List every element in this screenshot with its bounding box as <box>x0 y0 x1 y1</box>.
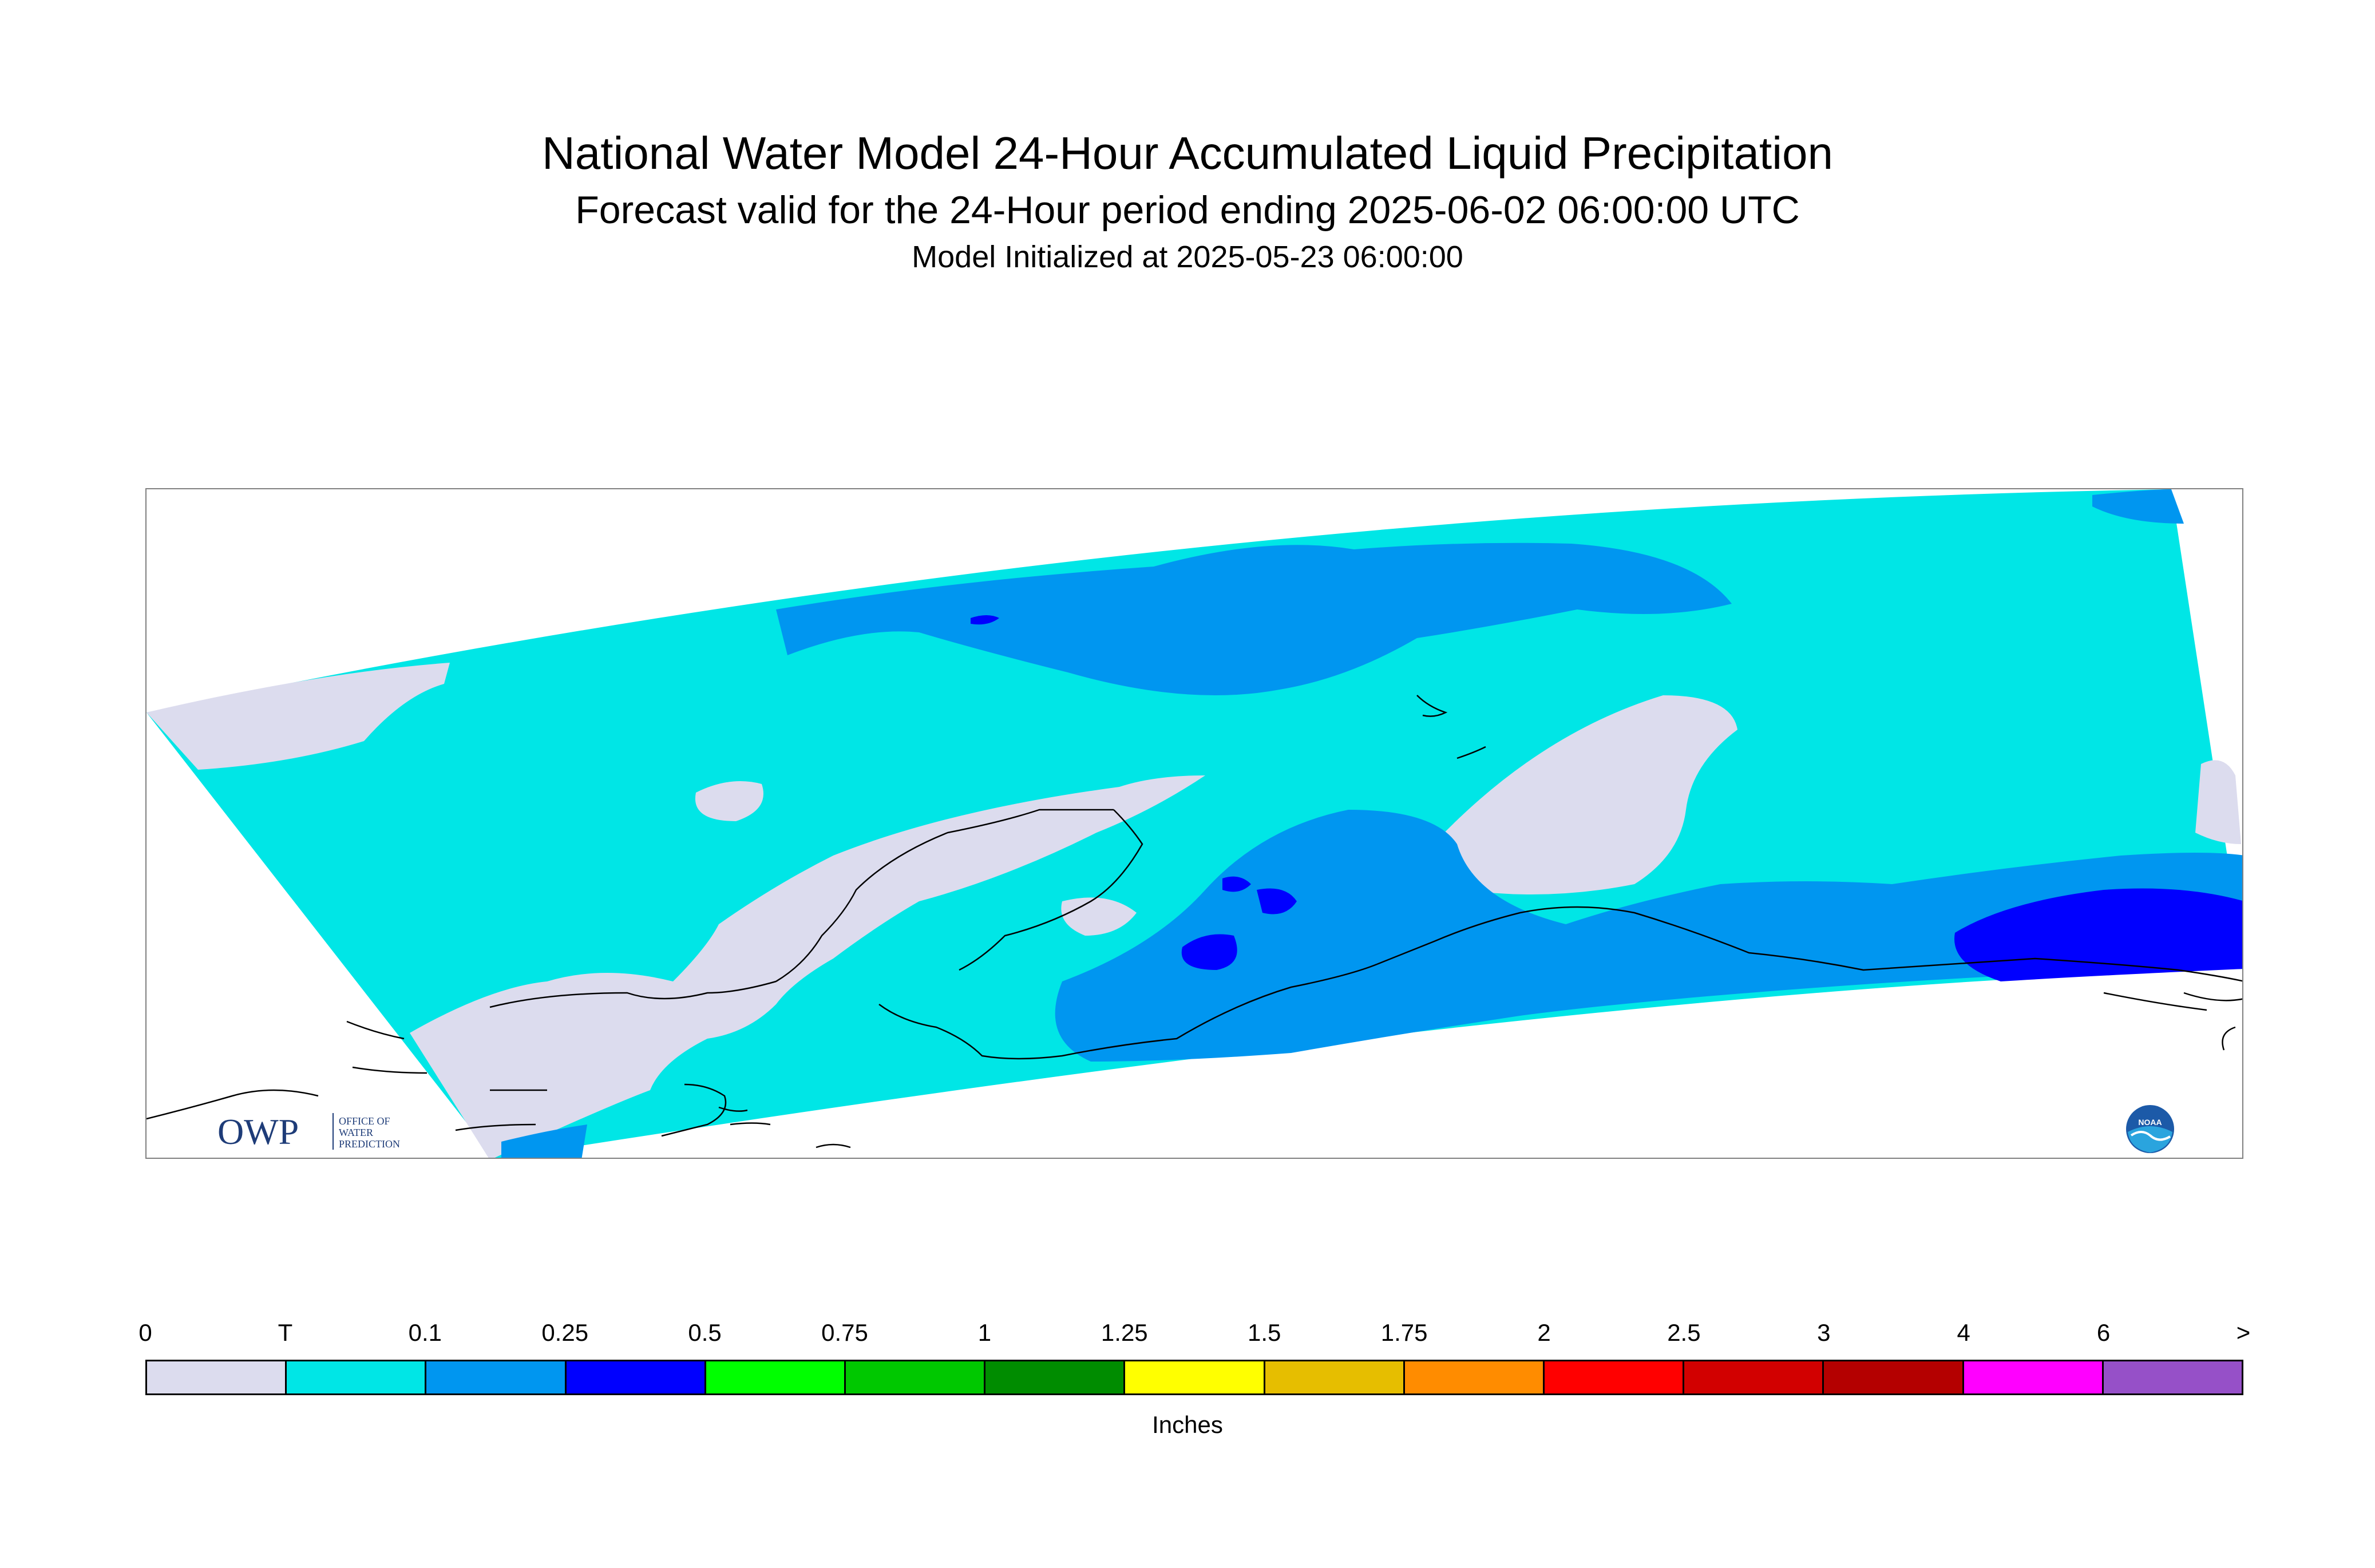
model-init-line: Model Initialized at 2025-05-23 06:00:00 <box>912 240 1463 274</box>
legend-swatch <box>1265 1361 1405 1393</box>
noaa-logo-mark: NOAA <box>2138 1118 2162 1127</box>
legend-swatch <box>706 1361 846 1393</box>
legend-tick-label: T <box>278 1319 293 1346</box>
legend-tick-label: > <box>2236 1319 2251 1346</box>
legend-swatch <box>846 1361 986 1393</box>
precip-region-0-1 <box>1055 810 2242 1062</box>
legend-labels: 0 T 0.1 0.25 0.5 0.75 1 1.25 1.5 1.75 2 2.5 3 4 6 > <box>0 1319 2375 1353</box>
legend-units: Inches <box>1152 1411 1223 1438</box>
precip-region-0-25 <box>971 615 999 625</box>
legend-tick-label: 2 <box>1537 1319 1551 1346</box>
legend-swatch <box>147 1361 287 1393</box>
legend-tick-label: 3 <box>1817 1319 1831 1346</box>
legend-colorbar <box>145 1360 2243 1395</box>
legend-tick-label: 0.25 <box>541 1319 589 1346</box>
precip-region-0-1 <box>2092 489 2184 524</box>
legend-swatch <box>426 1361 567 1393</box>
map-subtitle: Forecast valid for the 24-Hour period en… <box>575 188 1800 232</box>
owp-logo: OWP OFFICE OF WATER PREDICTION <box>217 1111 400 1152</box>
legend-swatch <box>1545 1361 1685 1393</box>
legend-swatch <box>1404 1361 1545 1393</box>
coastlines <box>147 695 2242 1149</box>
legend-tick-label: 1 <box>977 1319 992 1346</box>
precip-region-0-1 <box>776 543 1732 695</box>
legend-swatch <box>566 1361 706 1393</box>
precip-region-zero <box>1423 695 1737 894</box>
legend-swatch <box>1964 1361 2104 1393</box>
legend-swatch <box>287 1361 427 1393</box>
legend-swatch <box>1684 1361 1824 1393</box>
legend-tick-label: 1.25 <box>1101 1319 1148 1346</box>
noaa-logo: NOAA <box>2126 1105 2174 1153</box>
legend-tick-label: 4 <box>1957 1319 1970 1346</box>
legend-swatch <box>985 1361 1126 1393</box>
legend-tick-label: 0.1 <box>408 1319 442 1346</box>
owp-logo-line-2: WATER <box>339 1127 373 1138</box>
legend-swatch <box>1125 1361 1265 1393</box>
precip-region-zero <box>2195 760 2241 844</box>
legend-tick-label: 0.5 <box>688 1319 722 1346</box>
legend-swatch <box>2103 1361 2242 1393</box>
precip-region-zero <box>147 663 450 770</box>
legend-tick-label: 1.5 <box>1247 1319 1281 1346</box>
legend-tick-label: 6 <box>2096 1319 2111 1346</box>
precip-region-0-1 <box>501 1124 587 1158</box>
precip-region-0-25 <box>1954 888 2242 981</box>
legend-swatch <box>1824 1361 1964 1393</box>
legend-tick-label: 2.5 <box>1667 1319 1701 1346</box>
precip-region-0-25 <box>1257 888 1297 914</box>
map-title: National Water Model 24-Hour Accumulated… <box>542 128 1833 179</box>
precip-map <box>147 489 2242 1158</box>
legend-tick-label: 0 <box>138 1319 152 1346</box>
legend-tick-label: 0.75 <box>821 1319 868 1346</box>
precip-region-zero <box>695 781 763 821</box>
map-panel <box>145 488 2243 1159</box>
precip-region-0-25 <box>1181 934 1237 970</box>
owp-logo-line-1: OFFICE OF <box>339 1115 390 1127</box>
owp-logo-mark: OWP <box>217 1111 299 1152</box>
precip-region-0-25 <box>1222 876 1251 892</box>
precip-region-zero <box>410 775 1205 1158</box>
owp-logo-line-3: PREDICTION <box>339 1138 400 1150</box>
legend-tick-label: 1.75 <box>1380 1319 1428 1346</box>
